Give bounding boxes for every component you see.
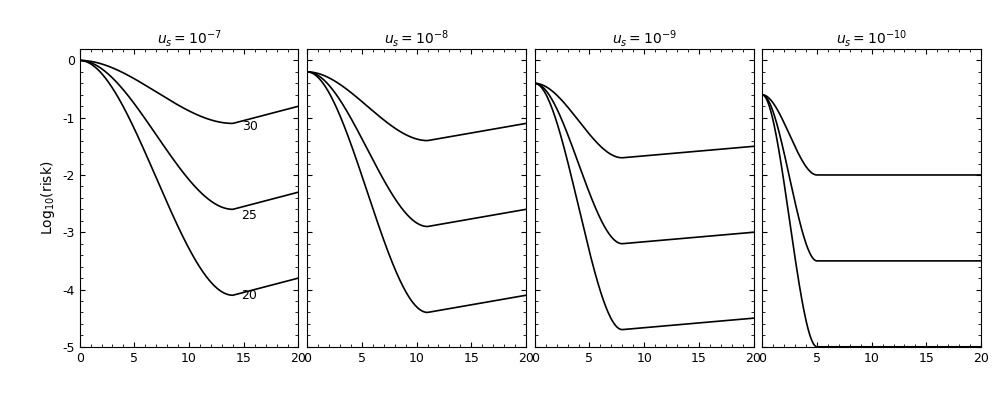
Text: 20: 20: [242, 289, 257, 302]
Text: 25: 25: [242, 208, 257, 222]
Title: $u_s = 10^{-10}$: $u_s = 10^{-10}$: [837, 28, 907, 49]
Text: 30: 30: [242, 120, 257, 133]
Y-axis label: Log$_{10}$(risk): Log$_{10}$(risk): [39, 161, 57, 235]
Title: $u_s = 10^{-9}$: $u_s = 10^{-9}$: [612, 28, 676, 49]
Title: $u_s = 10^{-7}$: $u_s = 10^{-7}$: [156, 28, 221, 49]
Title: $u_s = 10^{-8}$: $u_s = 10^{-8}$: [384, 28, 449, 49]
